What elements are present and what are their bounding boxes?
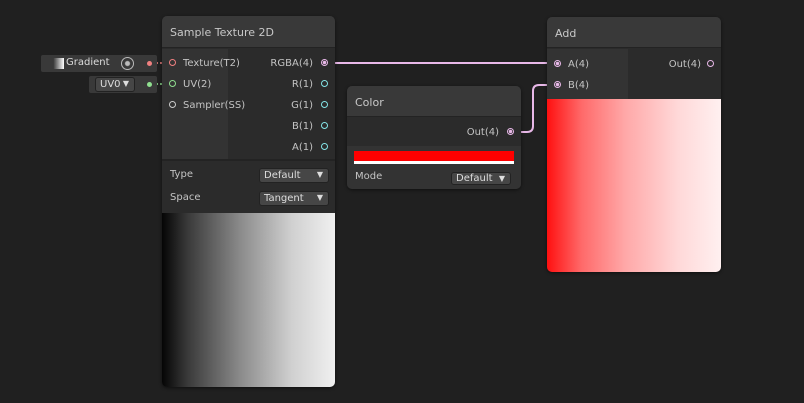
output-port-out[interactable] [707,60,714,67]
output-port-a[interactable] [321,143,328,150]
texture-icon [53,58,64,69]
sample-texture-2d-node[interactable]: Sample Texture 2D Texture(T2) UV(2) Samp… [162,16,335,387]
port-dot-icon [147,82,152,87]
input-port-texture[interactable] [169,59,176,66]
node-title[interactable]: Color [347,86,521,117]
input-port-uv[interactable] [169,80,176,87]
divider [162,159,335,161]
port-dot-icon [147,61,152,66]
color-swatch[interactable] [354,151,514,164]
input-port-sampler[interactable] [169,101,176,108]
input-port-a[interactable] [554,60,561,67]
node-title[interactable]: Sample Texture 2D [162,16,335,48]
node-title[interactable]: Add [547,17,721,48]
uv-dropdown[interactable]: UV0 ▼ [95,77,135,92]
chevron-down-icon: ▼ [316,193,323,202]
color-node[interactable]: Color Out(4) Mode Default ▼ [347,86,521,189]
output-port-g[interactable] [321,101,328,108]
output-port-out[interactable] [507,128,514,135]
chevron-down-icon: ▼ [498,174,505,183]
chevron-down-icon: ▼ [316,170,323,179]
target-icon[interactable] [121,57,134,70]
uv-input-field[interactable]: UV0 ▼ [89,76,157,93]
add-preview [547,99,721,272]
output-port-b[interactable] [321,122,328,129]
chevron-down-icon: ▼ [122,79,129,88]
output-port-r[interactable] [321,80,328,87]
type-dropdown[interactable]: Default ▼ [259,168,329,183]
input-port-b[interactable] [554,81,561,88]
output-port-rgba[interactable] [321,59,328,66]
space-dropdown[interactable]: Tangent ▼ [259,191,329,206]
gradient-input-field[interactable]: Gradient [41,55,157,72]
add-node[interactable]: Add A(4) B(4) Out(4) [547,17,721,272]
wire-color-to-b [511,84,557,133]
mode-dropdown[interactable]: Default ▼ [451,172,511,185]
texture-preview [162,213,335,387]
